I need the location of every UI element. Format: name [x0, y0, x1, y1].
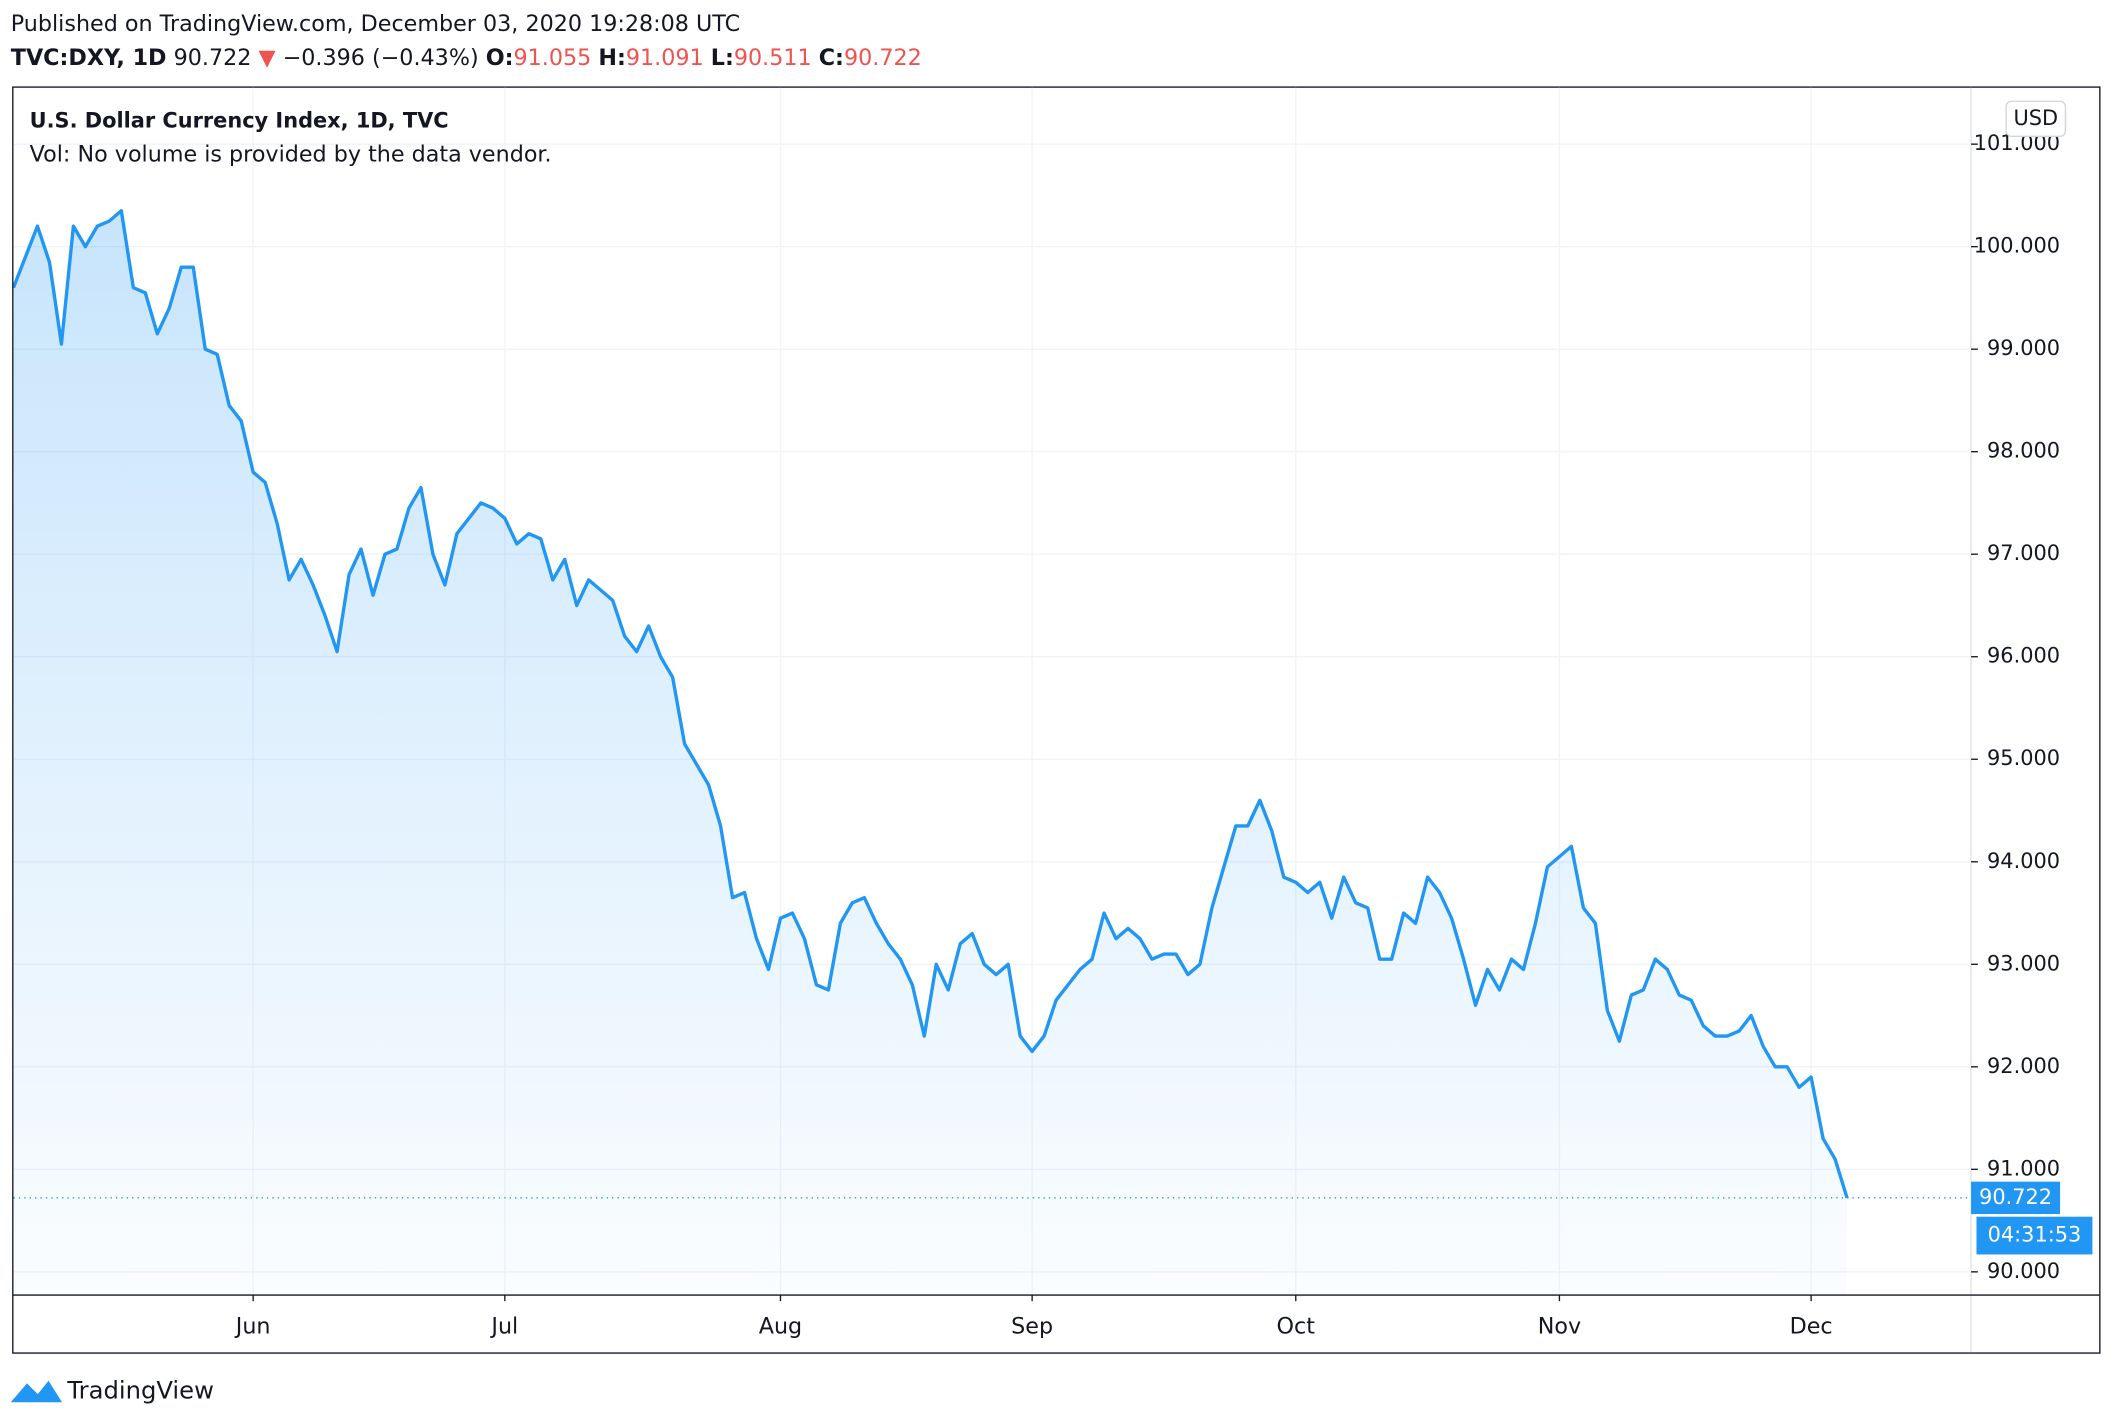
x-tick-label: Sep — [1011, 1313, 1053, 1339]
last-price-label: 90.722 — [1979, 1185, 2052, 1209]
y-tick-label: 97.000 — [1987, 541, 2060, 565]
published-line: Published on TradingView.com, December 0… — [11, 11, 740, 37]
y-tick-label: 94.000 — [1987, 849, 2060, 873]
area — [13, 210, 1848, 1295]
x-tick-label: Nov — [1538, 1313, 1581, 1339]
change: −0.396 (−0.43%) — [283, 45, 479, 71]
chart-subtitle: Vol: No volume is provided by the data v… — [30, 142, 552, 168]
chart-frame — [12, 86, 2101, 1354]
y-tick-label: 99.000 — [1987, 336, 2060, 360]
y-tick-label: 100.000 — [1974, 234, 2060, 258]
countdown: 04:31:53 — [1988, 1223, 2082, 1247]
symbol: TVC:DXY, 1D — [11, 45, 167, 71]
x-tick-label: Aug — [759, 1313, 802, 1339]
currency-button[interactable] — [2005, 100, 2067, 137]
high-label: H: — [598, 45, 626, 71]
close: 90.722 — [844, 45, 922, 71]
y-tick-label: 92.000 — [1987, 1054, 2060, 1078]
open-label: O: — [486, 45, 514, 71]
x-tick-label: Jun — [234, 1313, 271, 1339]
y-tick-label: 90.000 — [1987, 1259, 2060, 1283]
open: 91.055 — [514, 45, 592, 71]
y-tick-label: 91.000 — [1987, 1156, 2060, 1180]
axes: 90.000 91.000 92.000 93.000 94.000 95.000 96.0… — [234, 131, 2093, 1339]
currency[interactable]: USD — [2013, 106, 2058, 130]
y-tick-label: 98.000 — [1987, 439, 2060, 463]
y-tick-label: 93.000 — [1987, 951, 2060, 975]
last: 90.722 — [174, 45, 252, 71]
plot — [13, 209, 1972, 1295]
low: 90.511 — [734, 45, 812, 71]
x-tick-label: Oct — [1277, 1313, 1316, 1339]
low-label: L: — [711, 45, 734, 71]
last-price-tag — [1971, 1181, 2061, 1215]
footer-logo — [10, 1380, 63, 1403]
arrow: ▼ — [258, 45, 276, 71]
chart-title: U.S. Dollar Currency Index, 1D, TVC — [30, 108, 449, 132]
x-tick-label: Dec — [1790, 1313, 1833, 1339]
y-tick-label: 96.000 — [1987, 644, 2060, 668]
price-line — [13, 209, 1849, 1199]
footer-brand: TradingView — [66, 1375, 214, 1404]
quote-line: TVC:DXY, 1D 90.722 ▼ −0.396 (−0.43%) O:9… — [11, 45, 922, 71]
countdown-tag — [1976, 1216, 2093, 1255]
high: 91.091 — [626, 45, 704, 71]
x-tick-label: Jul — [489, 1313, 518, 1339]
close-label: C: — [819, 45, 844, 71]
y-tick-label: 95.000 — [1987, 746, 2060, 770]
